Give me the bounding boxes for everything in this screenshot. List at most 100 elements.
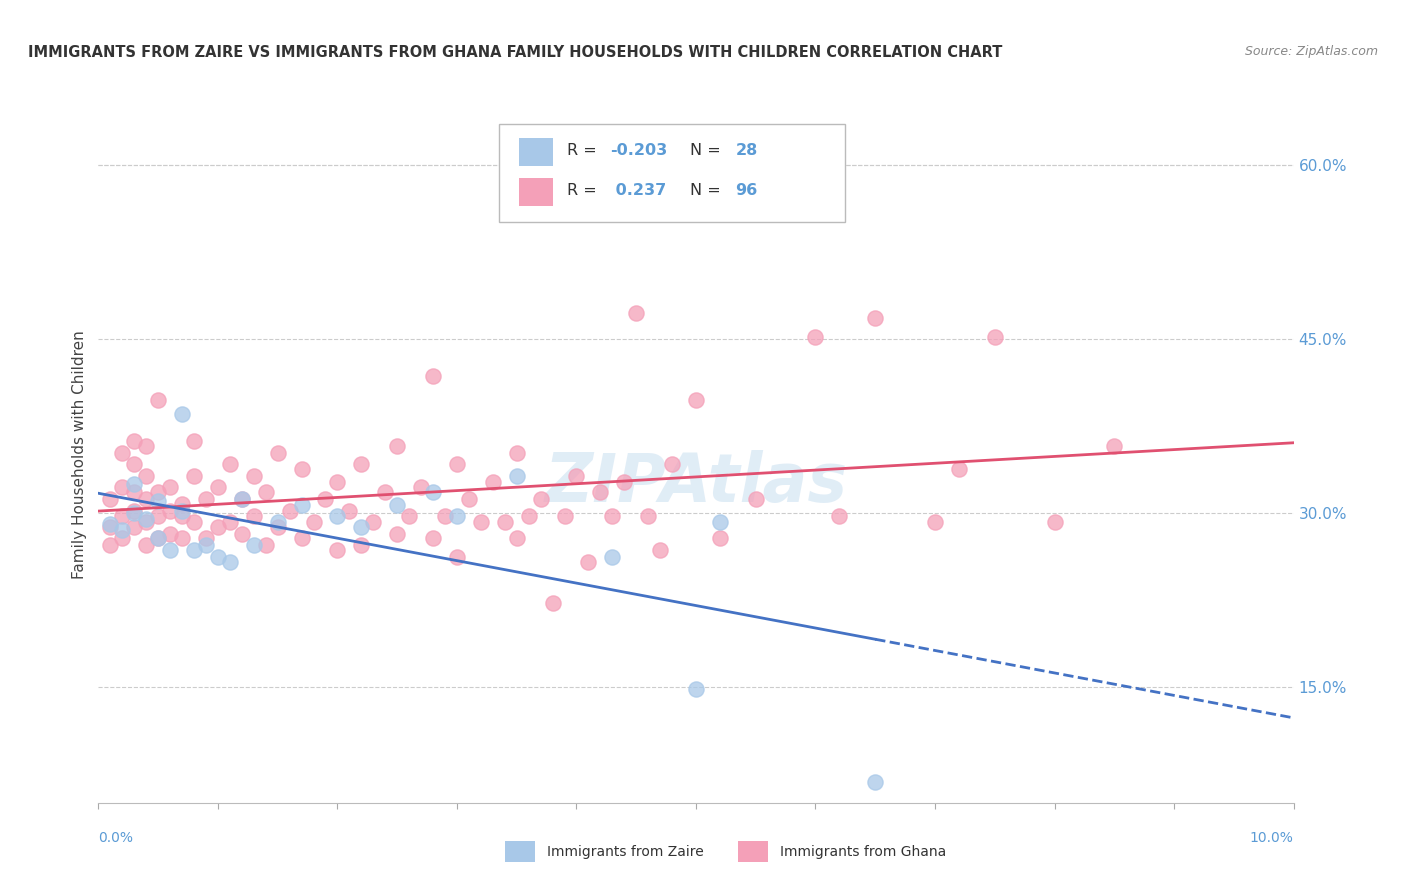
FancyBboxPatch shape bbox=[738, 841, 768, 862]
Point bbox=[172, 407, 194, 421]
Point bbox=[422, 532, 444, 546]
Point bbox=[517, 509, 540, 524]
Point bbox=[422, 369, 444, 384]
Text: ZIPAtlas: ZIPAtlas bbox=[544, 450, 848, 516]
Point bbox=[446, 509, 468, 524]
Point bbox=[183, 434, 205, 448]
Point bbox=[111, 523, 134, 537]
Text: Immigrants from Zaire: Immigrants from Zaire bbox=[547, 845, 703, 858]
Text: 28: 28 bbox=[735, 144, 758, 159]
Point bbox=[243, 509, 266, 524]
Point bbox=[278, 503, 301, 517]
Point bbox=[111, 445, 134, 459]
Point bbox=[172, 497, 194, 511]
Point bbox=[541, 596, 564, 610]
Point bbox=[745, 491, 768, 506]
Point bbox=[267, 445, 290, 459]
FancyBboxPatch shape bbox=[519, 138, 553, 166]
Point bbox=[124, 506, 146, 520]
Point bbox=[159, 526, 181, 541]
Point bbox=[219, 515, 242, 529]
Point bbox=[148, 532, 170, 546]
Point bbox=[948, 462, 970, 476]
Point bbox=[172, 503, 194, 517]
Point bbox=[148, 485, 170, 500]
Point bbox=[398, 509, 420, 524]
Point bbox=[650, 543, 672, 558]
Point bbox=[135, 491, 157, 506]
Point bbox=[434, 509, 457, 524]
Point bbox=[326, 543, 349, 558]
Text: 96: 96 bbox=[735, 183, 758, 198]
Point bbox=[231, 491, 253, 506]
Text: R =: R = bbox=[567, 183, 602, 198]
Point bbox=[446, 457, 468, 471]
Point bbox=[637, 509, 659, 524]
Point bbox=[339, 503, 361, 517]
Point bbox=[315, 491, 337, 506]
Point bbox=[135, 538, 157, 552]
Point bbox=[98, 517, 122, 532]
Point bbox=[183, 515, 205, 529]
Point bbox=[98, 538, 122, 552]
Point bbox=[124, 520, 146, 534]
Point bbox=[685, 682, 707, 697]
Point bbox=[195, 491, 218, 506]
FancyBboxPatch shape bbox=[519, 178, 553, 206]
Point bbox=[602, 509, 624, 524]
Point bbox=[231, 491, 253, 506]
Point bbox=[506, 532, 529, 546]
Point bbox=[385, 439, 409, 453]
Point bbox=[243, 538, 266, 552]
Point bbox=[530, 491, 553, 506]
Point bbox=[219, 457, 242, 471]
Point bbox=[422, 485, 444, 500]
Point bbox=[124, 457, 146, 471]
Point bbox=[613, 475, 636, 489]
Point bbox=[626, 306, 648, 320]
Point bbox=[207, 549, 229, 564]
Point bbox=[828, 509, 851, 524]
Point bbox=[865, 775, 887, 789]
Point bbox=[350, 538, 373, 552]
Point bbox=[111, 532, 134, 546]
Point bbox=[207, 480, 229, 494]
Point bbox=[1104, 439, 1126, 453]
Y-axis label: Family Households with Children: Family Households with Children bbox=[72, 331, 87, 579]
Point bbox=[506, 468, 529, 483]
Point bbox=[291, 462, 314, 476]
Point bbox=[159, 503, 181, 517]
Point bbox=[865, 311, 887, 326]
Point bbox=[207, 520, 229, 534]
Point bbox=[183, 543, 205, 558]
Point bbox=[148, 393, 170, 408]
Point bbox=[565, 468, 588, 483]
Point bbox=[148, 509, 170, 524]
Point bbox=[411, 480, 433, 494]
Point bbox=[98, 491, 122, 506]
Point bbox=[135, 468, 157, 483]
Point bbox=[231, 526, 253, 541]
Point bbox=[1043, 515, 1066, 529]
Point bbox=[135, 515, 157, 529]
Point bbox=[254, 485, 277, 500]
Text: N =: N = bbox=[690, 144, 725, 159]
Point bbox=[172, 509, 194, 524]
Text: Immigrants from Ghana: Immigrants from Ghana bbox=[779, 845, 946, 858]
Text: -0.203: -0.203 bbox=[610, 144, 668, 159]
Point bbox=[578, 555, 600, 569]
Point bbox=[254, 538, 277, 552]
Point bbox=[148, 532, 170, 546]
Point bbox=[506, 445, 529, 459]
Point bbox=[183, 468, 205, 483]
Point bbox=[363, 515, 385, 529]
Point bbox=[494, 515, 516, 529]
Point bbox=[804, 329, 827, 343]
Point bbox=[326, 475, 349, 489]
Point bbox=[124, 434, 146, 448]
Point bbox=[458, 491, 481, 506]
Point bbox=[302, 515, 325, 529]
Point bbox=[243, 468, 266, 483]
Text: Source: ZipAtlas.com: Source: ZipAtlas.com bbox=[1244, 45, 1378, 58]
Point bbox=[195, 538, 218, 552]
